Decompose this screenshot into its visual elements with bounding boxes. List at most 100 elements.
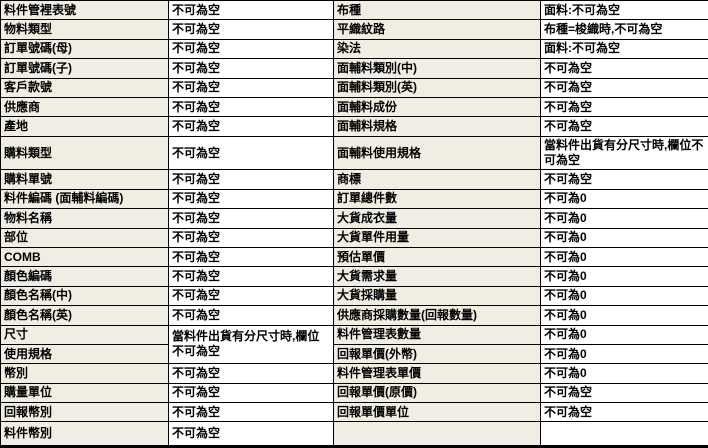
- rule-cell: 不可為0: [540, 285, 708, 307]
- rule-cell: 不可為空: [168, 402, 334, 423]
- table-row: 物料類型 不可為空 平織紋路 布種=梭織時,不可為空: [0, 19, 708, 40]
- rule-cell: 不可為空: [540, 96, 708, 118]
- rule-cell: 不可為空: [540, 116, 708, 137]
- field-name-cell: 回報單價(外幣): [333, 343, 541, 365]
- field-name-cell: 顏色編碼: [0, 266, 169, 287]
- table-row: 購量單位 不可為空 回報單價(原價) 不可為空: [0, 382, 708, 404]
- field-name-cell: 使用規格: [0, 343, 169, 365]
- table-row: 尺寸 當料件出貨有分尺寸時,欄位不可為空 料件管理表數量 不可為0: [0, 324, 708, 365]
- table-row: 料件管裡表號 不可為空 布種 面料:不可為空: [0, 0, 708, 21]
- table-row: 供應商 不可為空 面輔料成份 不可為空: [0, 96, 708, 118]
- table-row: 幣別 不可為空 料件管理表單價 不可為0: [0, 363, 708, 384]
- rule-cell: 不可為空: [540, 382, 708, 404]
- field-name-cell: 染法: [333, 38, 541, 60]
- field-name-cell: 購料單號: [0, 169, 169, 190]
- field-name-cell: 訂單總件數: [333, 188, 541, 210]
- field-name-cell: 料件管理表數量: [333, 324, 541, 345]
- field-name-cell: 訂單號碼(母): [0, 38, 169, 60]
- rule-cell: 不可為0: [540, 343, 708, 365]
- rule-cell: 不可為空: [168, 135, 334, 171]
- table-row: 部位 不可為空 大貨單件用量 不可為0: [0, 227, 708, 248]
- rule-cell: 當料件出貨有分尺寸時,欄位不可為空: [540, 135, 708, 171]
- rule-cell: 不可為0: [540, 208, 708, 229]
- rule-cell: 不可為0: [540, 324, 708, 345]
- table-row: 購料類型 不可為空 面輔料使用規格 當料件出貨有分尺寸時,欄位不可為空: [0, 135, 708, 171]
- field-name-cell: 大貨需求量: [333, 266, 541, 287]
- table-row: 顏色名稱(英) 不可為空 供應商採購數量(回報數量) 不可為0: [0, 305, 708, 326]
- field-name-cell: 購量單位: [0, 382, 169, 404]
- table-row: 購料單號 不可為空 商標 不可為空: [0, 169, 708, 190]
- table-row: 回報幣別 不可為空 回報單價單位 不可為空: [0, 402, 708, 423]
- field-name-cell: 部位: [0, 227, 169, 248]
- rule-cell: 不可為空: [168, 77, 334, 98]
- rule-cell: 面料:不可為空: [540, 0, 708, 21]
- rule-cell: 不可為空: [168, 227, 334, 248]
- rule-cell: 不可為空: [168, 285, 334, 307]
- field-name-cell: 客戶款號: [0, 77, 169, 98]
- field-name-cell: 面輔料使用規格: [333, 135, 541, 171]
- rule-cell: 不可為0: [540, 266, 708, 287]
- rule-cell: 不可為空: [168, 58, 334, 79]
- field-name-cell: 尺寸: [0, 324, 169, 345]
- rule-cell: 不可為空: [168, 246, 334, 268]
- table-row: 物料名稱 不可為空 大貨成衣量 不可為0: [0, 208, 708, 229]
- rule-cell: 不可為空: [168, 208, 334, 229]
- field-name-cell: 料件幣別: [0, 421, 169, 448]
- field-name-cell: 預估單價: [333, 246, 541, 268]
- rule-cell: 不可為空: [168, 382, 334, 404]
- rule-cell: 不可為空: [168, 116, 334, 137]
- rule-cell: 不可為空: [168, 19, 334, 40]
- field-name-cell: 面輔料規格: [333, 116, 541, 137]
- field-name-cell: 顏色名稱(英): [0, 305, 169, 326]
- field-name-cell: 物料類型: [0, 19, 169, 40]
- rule-cell: 不可為空: [168, 169, 334, 190]
- field-name-cell: 供應商: [0, 96, 169, 118]
- field-name-cell: 產地: [0, 116, 169, 137]
- field-name-cell: 供應商採購數量(回報數量): [333, 305, 541, 326]
- field-name-cell: 回報單價(原價): [333, 382, 541, 404]
- rule-cell: 不可為空: [168, 266, 334, 287]
- rule-cell: 不可為空: [540, 402, 708, 423]
- rule-cell: 不可為空: [168, 305, 334, 326]
- field-name-cell: 大貨採購量: [333, 285, 541, 307]
- table-row: 料件幣別 不可為空: [0, 421, 708, 448]
- rule-cell: [540, 421, 708, 448]
- table-row: 使用規格 回報單價(外幣) 不可為0: [0, 343, 708, 365]
- field-name-cell: 商標: [333, 169, 541, 190]
- field-name-cell: 物料名稱: [0, 208, 169, 229]
- rule-cell: 不可為空: [168, 96, 334, 118]
- rule-cell: 不可為空: [168, 188, 334, 210]
- table-row: 訂單號碼(母) 不可為空 染法 面料:不可為空: [0, 38, 708, 60]
- rule-cell: 不可為空: [168, 0, 334, 21]
- field-name-cell: COMB: [0, 246, 169, 268]
- rule-cell: 面料:不可為空: [540, 38, 708, 60]
- field-name-cell: 平織紋路: [333, 19, 541, 40]
- field-name-cell: 幣別: [0, 363, 169, 384]
- field-name-cell: 料件編碼 (面輔料編碼): [0, 188, 169, 210]
- rule-cell: 當料件出貨有分尺寸時,欄位不可為空: [168, 324, 334, 365]
- field-name-cell: 回報幣別: [0, 402, 169, 423]
- field-name-cell: 面輔料成份: [333, 96, 541, 118]
- rule-cell: 不可為0: [540, 227, 708, 248]
- rule-cell: 不可為空: [168, 363, 334, 384]
- rule-cell: 不可為0: [540, 363, 708, 384]
- field-name-cell: 面輔料類別(中): [333, 58, 541, 79]
- rule-cell: 不可為0: [540, 246, 708, 268]
- rule-cell: 不可為空: [540, 169, 708, 190]
- table-row: 顏色名稱(中) 不可為空 大貨採購量 不可為0: [0, 285, 708, 307]
- table-row: COMB 不可為空 預估單價 不可為0: [0, 246, 708, 268]
- field-name-cell: 料件管裡表號: [0, 0, 169, 21]
- table-row: 產地 不可為空 面輔料規格 不可為空: [0, 116, 708, 137]
- rule-cell: 不可為0: [540, 188, 708, 210]
- field-name-cell: 大貨成衣量: [333, 208, 541, 229]
- rule-cell: 不可為空: [168, 38, 334, 60]
- rule-cell: 不可為空: [168, 421, 334, 448]
- rule-cell: 不可為0: [540, 305, 708, 326]
- rule-cell: 不可為空: [540, 77, 708, 98]
- field-name-cell: [333, 421, 541, 448]
- field-name-cell: 料件管理表單價: [333, 363, 541, 384]
- field-name-cell: 大貨單件用量: [333, 227, 541, 248]
